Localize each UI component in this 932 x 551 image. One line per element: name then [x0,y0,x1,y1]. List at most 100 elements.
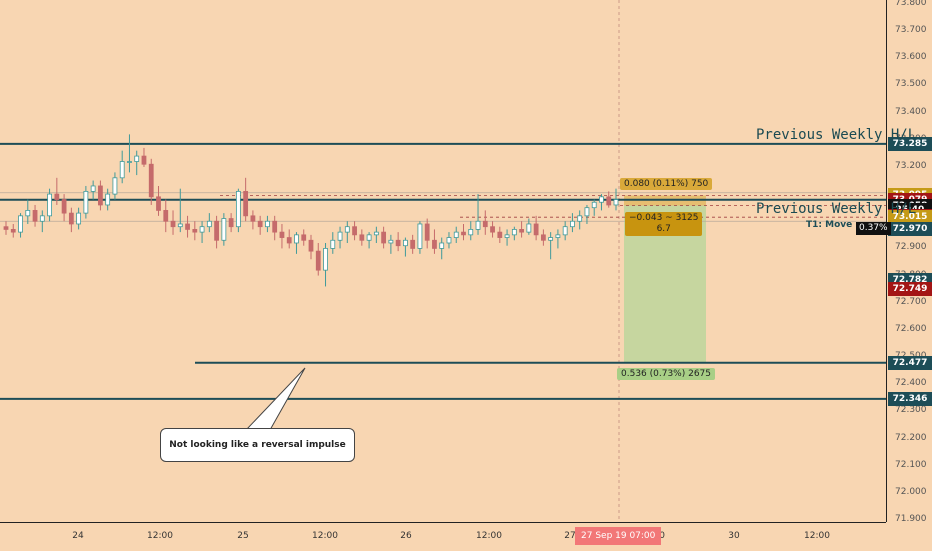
candle-body [148,163,154,198]
candle-body [141,155,147,165]
candle-body [156,196,161,211]
candle-body [294,234,299,244]
candle-body [461,231,466,236]
candle-body [192,229,198,233]
candle-body [432,239,437,249]
candle-body [265,220,270,228]
time-tick: 26 [400,531,412,541]
candle-body [381,231,387,244]
candle-body [591,201,597,209]
time-tick: 27 [564,531,576,541]
candle-body [359,234,365,241]
price-tick: 73.200 [895,160,927,171]
position-target-label: 0.080 (0.11%) 750 [620,178,713,190]
candle-body [163,209,169,222]
candle-body [373,231,379,236]
time-tick: 30 [728,531,740,541]
candle-body [279,231,285,238]
candle-body [482,220,488,228]
candle-body [555,234,561,238]
price-tick: 72.400 [895,378,927,389]
candle-body [548,237,554,241]
price-tick: 72.200 [895,432,927,443]
candle-body [613,199,619,206]
candle-body [119,161,125,179]
position-middle-label: −0.043 ~ 3125 6.7 [625,212,703,236]
price-tick: 72.700 [895,296,927,307]
candle-body [599,196,604,203]
candle-body [206,220,212,228]
price-tick: 72.600 [895,323,927,334]
candle-body [315,250,321,271]
price-chart[interactable] [0,0,886,522]
candle-body [424,223,430,241]
crosshair-time-tag: 27 Sep 19 07:00 [575,527,662,545]
candle-body [417,223,423,249]
candle-body [228,218,234,228]
candle-body [214,220,219,241]
candle-body [468,229,474,236]
candle-body [76,212,82,225]
candle-body [272,220,278,233]
time-tick: 12:00 [147,531,173,541]
candle-body [475,220,481,230]
candle-body [257,220,263,228]
price-tick: 72.100 [895,459,927,470]
candle-body [446,237,452,244]
candle-body [61,199,67,214]
candle-body [344,226,350,233]
position-middle-line1: −0.043 ~ 3125 [629,213,699,223]
candle-body [47,193,52,217]
candle-body [533,223,539,236]
candle-body [403,239,408,247]
candle-body [301,234,307,241]
candle-body [32,209,38,222]
candle-body [127,161,132,163]
time-tick: 12:00 [476,531,502,541]
candle-body [511,229,517,236]
price-tick: 72.000 [895,486,927,497]
candle-body [366,234,372,241]
candle-body [606,196,612,206]
candle-body [330,239,336,249]
candle-body [308,239,314,252]
candle-body [90,185,96,192]
candle-body [352,226,357,236]
candle-body [134,155,140,162]
candle-body [185,223,190,230]
candle-body [519,229,524,233]
price-badge: 72.970 [888,222,932,237]
candle-body [112,177,118,195]
candle-body [410,239,416,249]
candle-body [221,218,227,241]
candle-body [18,215,23,233]
price-tick: 73.600 [895,52,927,63]
candle-body [170,220,176,228]
time-tick: 12:00 [804,531,830,541]
position-middle-line2: 6.7 [656,224,671,234]
candle-body [570,220,575,228]
price-badge: 73.015 [888,210,932,225]
candle-body [250,215,256,222]
candle-body [584,207,590,217]
price-tick: 73.700 [895,25,927,36]
price-tick: 71.900 [895,514,927,524]
candle-body [526,223,532,233]
annotation-callout[interactable]: Not looking like a reversal impulse [160,428,355,462]
level-label-weekly-low: Previous Weekly H/L [756,201,917,217]
price-badge: 72.749 [888,282,932,297]
time-tick: 24 [72,531,84,541]
candle-body [199,226,205,233]
candle-body [504,234,510,238]
time-tick: 12:00 [312,531,338,541]
position-stop-label: 0.536 (0.73%) 2675 [617,368,716,380]
candle-body [105,193,111,206]
price-badge: 72.346 [888,391,932,406]
candle-body [577,215,583,222]
candle-body [395,239,401,247]
candle-body [562,226,568,236]
price-axis[interactable]: 73.80073.70073.60073.50073.40073.30073.2… [886,0,932,524]
percent-label: 0.37% [856,222,891,235]
candle-body [10,229,16,233]
